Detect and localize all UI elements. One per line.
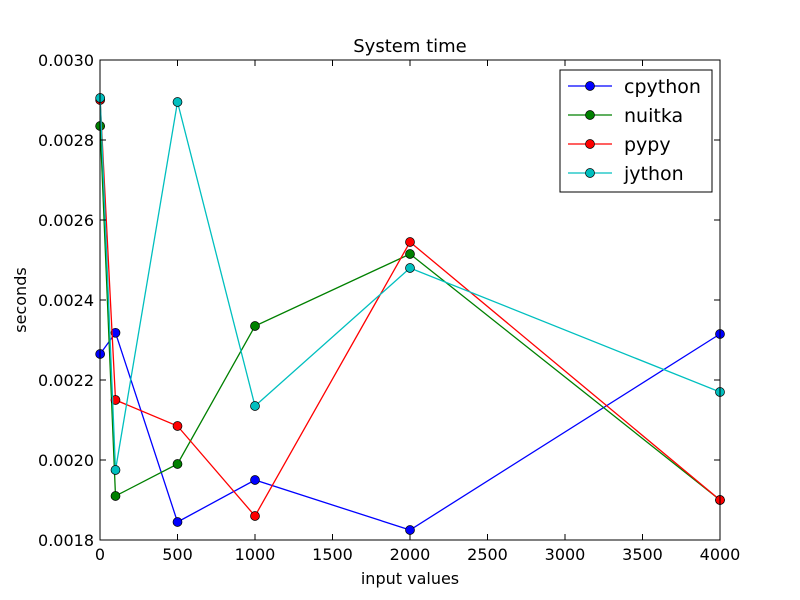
legend: cpython nuitka pypy jython <box>559 69 713 193</box>
x-tick-label: 2000 <box>390 545 431 564</box>
data-point-nuitka <box>110 491 121 501</box>
legend-item-nuitka: nuitka <box>568 105 683 127</box>
x-tick-label: 3000 <box>545 545 586 564</box>
data-point-jython <box>110 465 121 475</box>
data-point-cpython <box>250 475 260 485</box>
y-tick-label: 0.0028 <box>38 131 94 150</box>
data-point-jython <box>172 97 183 107</box>
data-point-pypy <box>250 511 260 521</box>
y-tick-label: 0.0024 <box>38 291 94 310</box>
x-tick-label: 500 <box>162 545 193 564</box>
data-point-cpython <box>172 517 183 527</box>
y-tick-labels: 0.0018 0.0020 0.0022 0.0024 0.0026 0.0028 0.00… <box>38 51 94 550</box>
x-tick-label: 1500 <box>312 545 353 564</box>
x-tick-labels: 0 500 1000 1500 2000 2500 3000 3500 4000 <box>95 545 740 564</box>
data-point-cpython <box>110 327 121 338</box>
y-axis-label: seconds <box>11 267 30 332</box>
y-tick-label: 0.0030 <box>38 51 94 70</box>
data-point-nuitka <box>172 459 183 469</box>
data-point-pypy <box>172 421 183 431</box>
x-tick-label: 1000 <box>235 545 276 564</box>
legend-label: jython <box>623 163 684 185</box>
legend-marker <box>585 110 595 120</box>
series-line-pypy <box>99 99 721 518</box>
x-tick-label: 0 <box>95 545 105 564</box>
x-tick-label: 4000 <box>700 545 741 564</box>
data-point-nuitka <box>405 249 415 259</box>
legend-item-pypy: pypy <box>568 134 671 156</box>
legend-item-cpython: cpython <box>568 76 701 98</box>
y-tick-label: 0.0018 <box>38 531 94 550</box>
y-tick-label: 0.0022 <box>38 371 94 390</box>
data-point-jython <box>250 401 260 411</box>
ticks-layer <box>99 59 721 541</box>
legend-label: pypy <box>624 134 671 156</box>
legend-label: nuitka <box>624 105 683 127</box>
series-cpython <box>95 327 725 535</box>
data-point-pypy <box>405 237 415 247</box>
y-tick-label: 0.0026 <box>38 211 94 230</box>
series-line-jython <box>99 97 721 471</box>
data-point-nuitka <box>250 321 260 331</box>
series-line-nuitka <box>99 125 721 501</box>
legend-marker <box>585 168 595 178</box>
chart-title: System time <box>353 36 467 57</box>
data-point-cpython <box>405 525 415 535</box>
legend-marker <box>585 139 595 149</box>
legend-marker <box>585 81 595 91</box>
legend-item-jython: jython <box>568 163 684 185</box>
x-tick-label: 2500 <box>467 545 508 564</box>
data-point-jython <box>405 263 415 273</box>
legend-label: cpython <box>624 76 701 98</box>
x-tick-label: 3500 <box>622 545 663 564</box>
y-tick-label: 0.0020 <box>38 451 94 470</box>
legend-box <box>559 69 713 193</box>
x-axis-label: input values <box>361 569 459 588</box>
